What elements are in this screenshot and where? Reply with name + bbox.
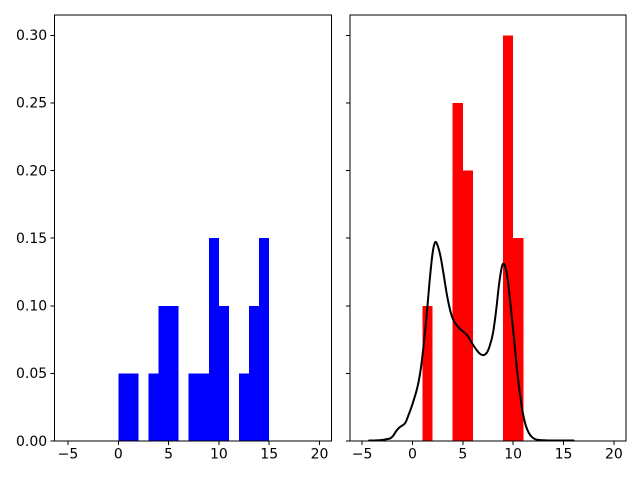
y-tick-label: 0.10 — [16, 299, 47, 315]
histogram-bar — [118, 373, 129, 441]
histogram-bar — [198, 373, 209, 441]
x-tick-label: 5 — [458, 447, 467, 463]
right-y-axis — [346, 34, 350, 442]
right-subplot: −5 0 5 10 15 20 — [346, 14, 627, 463]
x-tick-label: 15 — [260, 447, 278, 463]
right-axes-frame — [349, 14, 627, 442]
x-tick-label: 20 — [311, 447, 329, 463]
y-tick-label: 0.25 — [16, 96, 47, 112]
histogram-bar — [422, 305, 433, 441]
histogram-bar — [208, 238, 219, 441]
x-tick-label: 0 — [114, 447, 123, 463]
x-tick-label: 10 — [504, 447, 522, 463]
histogram-bar — [188, 373, 199, 441]
left-x-axis: −5 0 5 10 15 20 — [58, 441, 329, 463]
histogram-bar — [148, 373, 159, 441]
y-tick-label: 0.00 — [16, 434, 47, 450]
x-tick-label: 10 — [210, 447, 228, 463]
x-tick-label: −5 — [58, 447, 79, 463]
left-subplot: −5 0 5 10 15 20 0.00 0.05 0.10 0.15 0.20 0.25 0.30 — [16, 14, 333, 463]
histogram-bar — [513, 238, 524, 441]
histogram-bar — [259, 238, 270, 441]
kde-density-curve — [368, 240, 575, 442]
y-tick-label: 0.15 — [16, 231, 47, 247]
histogram-bar — [158, 305, 169, 441]
left-y-axis: 0.00 0.05 0.10 0.15 0.20 0.25 0.30 — [16, 28, 55, 450]
histogram-bar — [503, 35, 514, 441]
histogram-bar — [452, 102, 463, 442]
histogram-bar — [249, 305, 260, 441]
y-tick-label: 0.30 — [16, 28, 47, 44]
x-tick-label: 15 — [555, 447, 573, 463]
histogram-bar — [462, 170, 473, 441]
y-tick-label: 0.05 — [16, 366, 47, 382]
y-tick-label: 0.20 — [16, 163, 47, 179]
histogram-bar — [128, 373, 139, 441]
x-tick-label: −5 — [352, 447, 373, 463]
histogram-bar — [168, 305, 179, 441]
left-axes-frame — [54, 14, 333, 442]
histogram-bar — [239, 373, 250, 441]
x-tick-label: 20 — [605, 447, 623, 463]
right-x-axis: −5 0 5 10 15 20 — [352, 441, 623, 463]
right-histogram-bars — [422, 35, 524, 442]
x-tick-label: 5 — [164, 447, 173, 463]
x-tick-label: 0 — [408, 447, 417, 463]
histogram-bar — [218, 305, 229, 441]
left-histogram-bars — [118, 238, 270, 441]
